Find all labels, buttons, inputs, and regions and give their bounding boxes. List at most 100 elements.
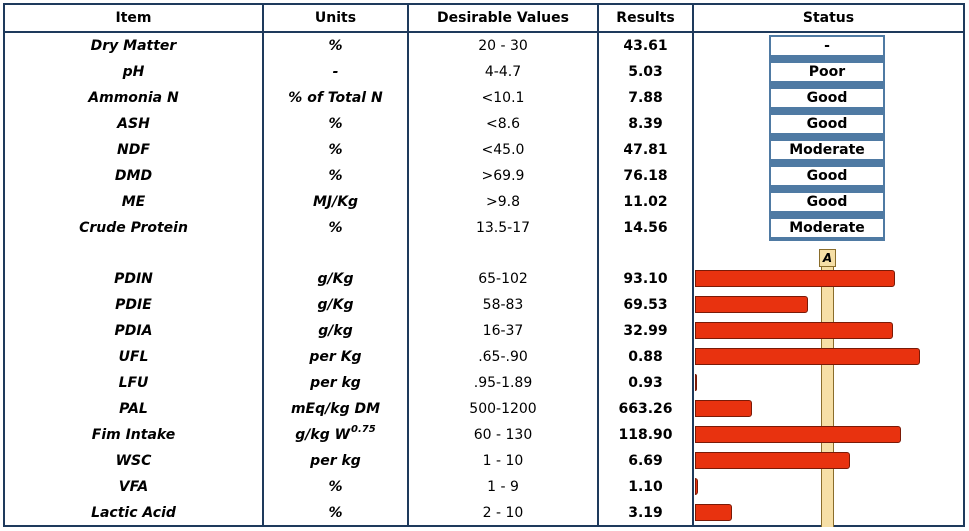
row-item: DMD xyxy=(114,168,153,184)
row-result: 14.56 xyxy=(623,220,668,236)
row-desirable: <45.0 xyxy=(481,142,525,158)
row-item: Ammonia N xyxy=(88,90,179,106)
row-result: 3.19 xyxy=(628,505,663,521)
row-units: % of Total N xyxy=(288,90,383,106)
row-result: 5.03 xyxy=(628,64,663,80)
status-badge: Moderate xyxy=(769,139,885,161)
row-units: per kg xyxy=(310,375,361,391)
header-divider xyxy=(3,31,965,33)
row-result: 1.10 xyxy=(628,479,663,495)
row-desirable: <10.1 xyxy=(481,90,525,106)
row-desirable: 13.5-17 xyxy=(475,220,531,236)
row-desirable: 60 - 130 xyxy=(473,427,533,443)
row-units: MJ/Kg xyxy=(312,194,359,210)
row-item: pH xyxy=(122,64,145,80)
row-result: 0.88 xyxy=(628,349,663,365)
units-exponent: 0.75 xyxy=(351,424,376,435)
result-bar xyxy=(695,374,697,391)
row-desirable: 58-83 xyxy=(482,297,524,313)
status-badge: Poor xyxy=(769,61,885,83)
column-divider xyxy=(692,3,694,527)
row-item: NDF xyxy=(117,142,150,158)
report-table xyxy=(3,3,965,527)
row-item: PDIN xyxy=(114,271,153,287)
row-item: WSC xyxy=(115,453,152,469)
result-bar xyxy=(695,504,732,521)
row-units: g/kg xyxy=(318,323,353,339)
row-units: per kg xyxy=(310,453,361,469)
result-bar xyxy=(695,400,752,417)
row-units: % xyxy=(328,116,343,132)
result-bar xyxy=(695,452,850,469)
result-bar xyxy=(695,322,893,339)
row-desirable: >9.8 xyxy=(486,194,520,210)
header-results: Results xyxy=(616,10,675,26)
gauge-label: A xyxy=(819,249,836,267)
row-result: 0.93 xyxy=(628,375,663,391)
row-units: % xyxy=(328,142,343,158)
row-desirable: 1 - 10 xyxy=(482,453,524,469)
row-item: Lactic Acid xyxy=(91,505,176,521)
row-desirable: 16-37 xyxy=(482,323,524,339)
row-result: 8.39 xyxy=(628,116,663,132)
row-desirable: 2 - 10 xyxy=(482,505,524,521)
row-units: % xyxy=(328,479,343,495)
row-item: ME xyxy=(121,194,146,210)
column-divider xyxy=(262,3,264,527)
row-item: Dry Matter xyxy=(90,38,177,54)
row-item: ASH xyxy=(117,116,150,132)
row-units: g/kg W0.75 xyxy=(264,422,407,448)
row-item: PDIE xyxy=(115,297,152,313)
row-result: 43.61 xyxy=(623,38,668,54)
row-desirable: >69.9 xyxy=(481,168,525,184)
result-bar xyxy=(695,296,808,313)
row-result: 6.69 xyxy=(628,453,663,469)
column-divider xyxy=(407,3,409,527)
row-units: % xyxy=(328,168,343,184)
status-badge: Good xyxy=(769,191,885,213)
row-item: VFA xyxy=(118,479,149,495)
header-status: Status xyxy=(802,10,855,26)
row-result: 47.81 xyxy=(623,142,668,158)
column-divider xyxy=(597,3,599,527)
row-desirable: 65-102 xyxy=(478,271,528,287)
row-item: Fim Intake xyxy=(91,427,176,443)
result-bar xyxy=(695,426,901,443)
row-result: 69.53 xyxy=(623,297,668,313)
row-units: % xyxy=(328,38,343,54)
header-item: Item xyxy=(115,10,152,26)
row-desirable: 4-4.7 xyxy=(484,64,522,80)
result-bar xyxy=(695,270,895,287)
row-item: PDIA xyxy=(114,323,153,339)
row-desirable: .95-1.89 xyxy=(473,375,533,391)
row-desirable: 500-1200 xyxy=(469,401,537,417)
status-badge: Good xyxy=(769,87,885,109)
status-badge: - xyxy=(769,35,885,57)
result-bar xyxy=(695,348,920,365)
row-result: 93.10 xyxy=(623,271,668,287)
row-units: % xyxy=(328,220,343,236)
row-item: Crude Protein xyxy=(79,220,188,236)
row-item: UFL xyxy=(118,349,149,365)
row-item: PAL xyxy=(119,401,148,417)
header-units: Units xyxy=(314,10,357,26)
row-desirable: 20 - 30 xyxy=(478,38,528,54)
row-result: 76.18 xyxy=(623,168,668,184)
header-desirable-values: Desirable Values xyxy=(437,10,569,26)
range-gauge xyxy=(821,249,834,527)
row-units: - xyxy=(332,64,339,80)
row-result: 663.26 xyxy=(618,401,673,417)
row-desirable: <8.6 xyxy=(486,116,520,132)
row-units: per Kg xyxy=(309,349,362,365)
row-result: 32.99 xyxy=(623,323,668,339)
row-item: LFU xyxy=(118,375,149,391)
status-badge: Good xyxy=(769,165,885,187)
row-units: mEq/kg DM xyxy=(290,401,381,417)
row-units: g/Kg xyxy=(317,297,354,313)
status-badge: Moderate xyxy=(769,217,885,239)
row-units: % xyxy=(328,505,343,521)
row-result: 7.88 xyxy=(628,90,663,106)
row-desirable: 1 - 9 xyxy=(487,479,519,495)
units-base: g/kg W xyxy=(295,427,351,443)
status-badge: Good xyxy=(769,113,885,135)
